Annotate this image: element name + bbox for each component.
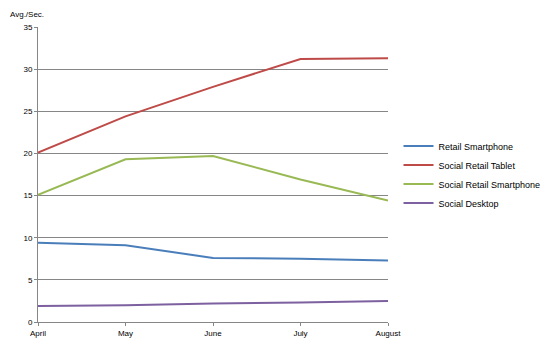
svg-text:30: 30 [23,65,32,74]
svg-text:25: 25 [23,107,32,116]
svg-text:10: 10 [23,234,32,243]
svg-text:August: August [376,329,402,338]
svg-text:Social Retail Smartphone: Social Retail Smartphone [439,180,541,190]
svg-text:0: 0 [28,318,33,327]
svg-text:5: 5 [28,276,33,285]
svg-text:35: 35 [23,23,32,32]
svg-text:May: May [118,329,133,338]
svg-text:Social Retail Tablet: Social Retail Tablet [439,161,516,171]
svg-text:June: June [204,329,222,338]
svg-text:15: 15 [23,191,32,200]
svg-text:July: July [293,329,307,338]
svg-text:Social Desktop: Social Desktop [439,199,499,209]
svg-text:Retail Smartphone: Retail Smartphone [439,142,514,152]
svg-text:Avg./Sec.: Avg./Sec. [10,10,44,19]
svg-text:20: 20 [23,149,32,158]
svg-text:April: April [30,329,46,338]
